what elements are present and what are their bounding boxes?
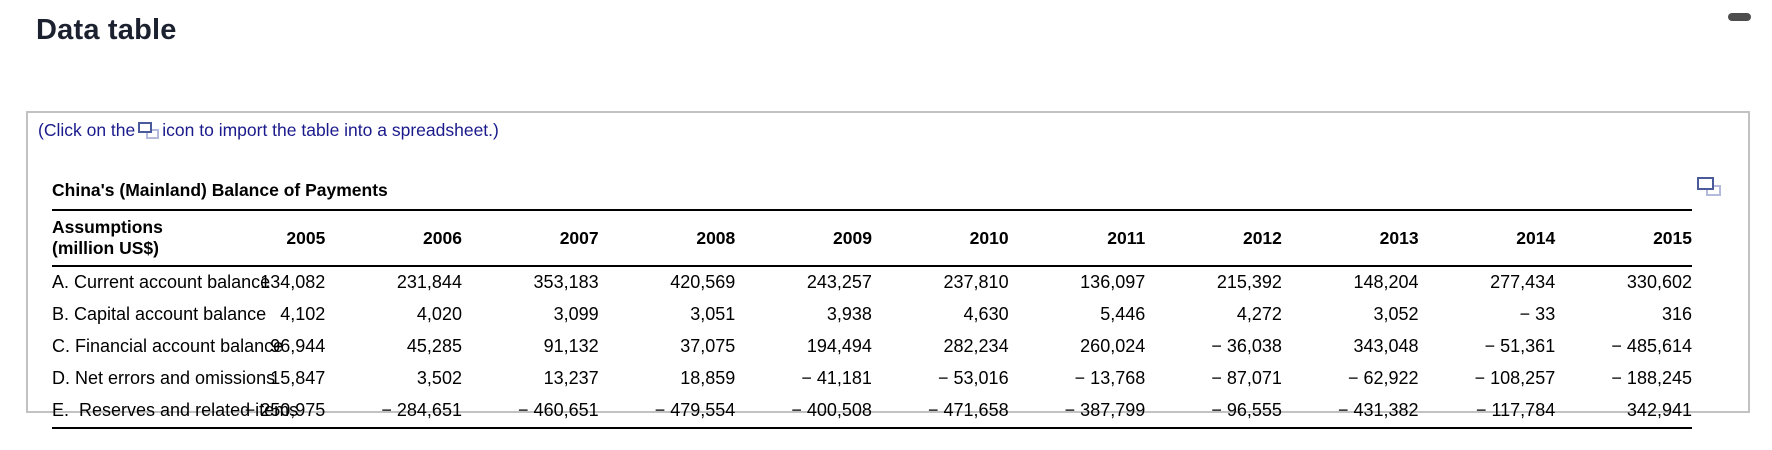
icon-back-rect — [146, 129, 160, 139]
value-cell: − 188,245 — [1611, 368, 1692, 388]
value-cell: 3,938 — [826, 304, 872, 324]
import-to-spreadsheet-icon[interactable] — [1697, 177, 1721, 196]
value-cell: 18,859 — [680, 368, 736, 388]
year-column-header: 2009 — [735, 210, 872, 267]
value-cell: 3,099 — [553, 304, 599, 324]
table-title: China's (Mainland) Balance of Payments — [52, 177, 1692, 211]
row-label: A. Current account balance — [52, 272, 271, 292]
icon-front-rect — [1697, 177, 1714, 190]
year-column-header: 2014 — [1418, 210, 1556, 267]
year-column-header: 2005 — [188, 210, 326, 267]
year-column-header: 2006 — [325, 210, 462, 267]
value-cell: 3,052 — [1373, 304, 1419, 324]
table-row: A. Current account balance 134,082 231,844… — [52, 266, 1692, 299]
table-row: D. Net errors and omissions 15,847 3,502 13… — [52, 363, 1692, 395]
value-cell: 237,810 — [943, 272, 1009, 292]
value-cell: 45,285 — [406, 336, 462, 356]
value-cell: 4,020 — [416, 304, 462, 324]
import-note: (Click on the icon to import the table in… — [38, 120, 499, 141]
value-cell: − 41,181 — [801, 368, 872, 388]
value-cell: − 53,016 — [938, 368, 1009, 388]
value-cell: − 400,508 — [735, 395, 872, 429]
row-label: E. Reserves and related items — [52, 395, 298, 429]
value-cell: − 96,555 — [1145, 395, 1282, 429]
value-cell: 260,024 — [1080, 336, 1146, 356]
value-cell: 4,630 — [963, 304, 1009, 324]
table-row: C. Financial account balance 96,944 45,285… — [52, 331, 1692, 363]
value-cell: − 460,651 — [461, 395, 599, 429]
value-cell: − 108,257 — [1474, 368, 1556, 388]
import-to-spreadsheet-icon — [138, 122, 160, 139]
value-cell: − 117,784 — [1418, 395, 1556, 429]
table-row: B. Capital account balance 4,102 4,020 3,09… — [52, 299, 1692, 331]
table-row: E. Reserves and related items − 250,975− … — [52, 395, 1692, 429]
value-cell: 4,272 — [1236, 304, 1282, 324]
data-table-panel: (Click on the icon to import the table in… — [26, 111, 1750, 429]
value-cell: − 36,038 — [1211, 336, 1282, 356]
value-cell: 353,183 — [533, 272, 599, 292]
value-cell: 136,097 — [1080, 272, 1146, 292]
value-cell: 4,102 — [280, 304, 326, 324]
value-cell: 420,569 — [670, 272, 736, 292]
value-cell: 330,602 — [1626, 272, 1692, 292]
year-column-header: 2013 — [1281, 210, 1419, 267]
year-column-header: 2007 — [461, 210, 599, 267]
page-title: Data table — [36, 14, 177, 46]
year-column-header: 2011 — [1008, 210, 1146, 267]
value-cell: 134,082 — [260, 272, 326, 292]
value-cell: − 387,799 — [1008, 395, 1146, 429]
value-cell: − 479,554 — [598, 395, 736, 429]
value-cell: 194,494 — [806, 336, 872, 356]
value-cell: 277,434 — [1490, 272, 1556, 292]
year-column-header: 2008 — [598, 210, 736, 267]
value-cell: − 471,658 — [871, 395, 1009, 429]
value-cell: 343,048 — [1353, 336, 1419, 356]
value-cell: 282,234 — [943, 336, 1009, 356]
import-note-suffix: icon to import the table into a spreadsh… — [162, 120, 499, 140]
value-cell: − 62,922 — [1347, 368, 1419, 388]
import-note-prefix: (Click on the — [38, 120, 136, 140]
year-column-header: 2010 — [871, 210, 1009, 267]
year-column-header: 2012 — [1145, 210, 1282, 267]
value-cell: 91,132 — [543, 336, 599, 356]
row-label: C. Financial account balance — [52, 336, 284, 356]
value-cell: 342,941 — [1555, 395, 1692, 429]
value-cell: − 51,361 — [1484, 336, 1556, 356]
year-column-header: 2015 — [1555, 210, 1692, 267]
value-cell: − 431,382 — [1281, 395, 1419, 429]
value-cell: 243,257 — [806, 272, 872, 292]
value-cell: 13,237 — [543, 368, 599, 388]
value-cell: − 250,975 — [188, 395, 326, 429]
row-label: B. Capital account balance — [52, 304, 267, 324]
value-cell: 316 — [1661, 304, 1692, 324]
value-cell: 3,051 — [690, 304, 736, 324]
table-title-row: China's (Mainland) Balance of Payments — [52, 177, 1692, 211]
value-cell: − 284,651 — [325, 395, 462, 429]
row-header-label: Assumptions (million US$) — [52, 210, 189, 267]
value-cell: − 485,614 — [1611, 336, 1692, 356]
value-cell: 15,847 — [270, 368, 326, 388]
row-label: D. Net errors and omissions — [52, 368, 276, 388]
value-cell: 3,502 — [416, 368, 462, 388]
scrollbar-thumb[interactable] — [1728, 13, 1751, 21]
value-cell: − 13,768 — [1074, 368, 1146, 388]
value-cell: 37,075 — [680, 336, 736, 356]
value-cell: 148,204 — [1353, 272, 1419, 292]
value-cell: 5,446 — [1100, 304, 1146, 324]
icon-front-rect — [138, 122, 153, 133]
value-cell: − 33 — [1519, 304, 1556, 324]
value-cell: − 87,071 — [1211, 368, 1282, 388]
value-cell: 96,944 — [270, 336, 326, 356]
balance-of-payments-table: China's (Mainland) Balance of Payments A… — [52, 177, 1692, 429]
value-cell: 215,392 — [1216, 272, 1282, 292]
value-cell: 231,844 — [396, 272, 462, 292]
table-header-row: Assumptions (million US$) 2005 2006 2007 20… — [52, 210, 1692, 267]
